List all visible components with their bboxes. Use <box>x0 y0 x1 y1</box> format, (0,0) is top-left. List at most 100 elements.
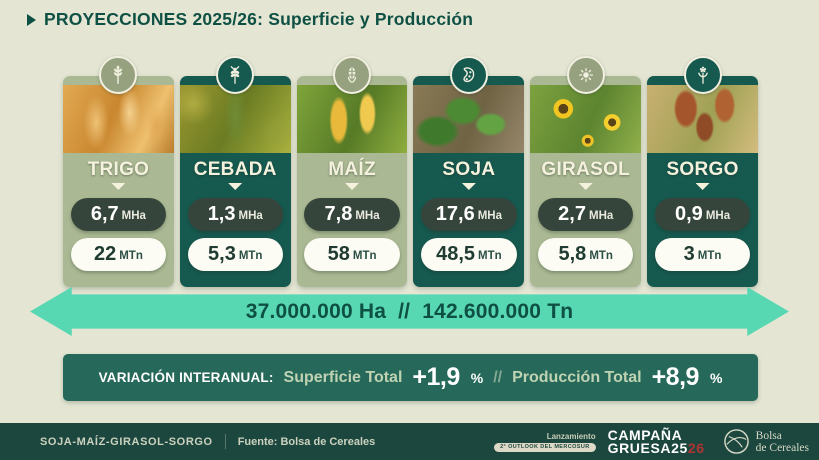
logo-text: Bolsa de Cereales <box>756 430 809 454</box>
chevron-down-icon <box>111 183 126 190</box>
soybean-icon <box>449 56 488 94</box>
maiz-photo <box>296 85 408 153</box>
area-pill: 6,7 MHa <box>70 198 167 231</box>
variation-separator: // <box>493 368 503 386</box>
chevron-down-icon <box>695 183 710 190</box>
campaign-season-main: GRUESA25 <box>607 439 688 456</box>
production-unit: MTn <box>589 250 613 262</box>
area-value: 2,7 <box>558 203 586 225</box>
crop-card-sorgo: SORGO 0,9 MHa 3 MTn <box>647 56 758 287</box>
soja-photo <box>413 85 525 153</box>
crop-card-body: GIRASOL 2,7 MHa 5,8 MTn <box>530 76 642 287</box>
crop-name: SOJA <box>442 159 496 180</box>
production-value: 5,8 <box>558 243 587 265</box>
production-value: 58 <box>327 243 350 265</box>
totals-arrow-banner: 37.000.000 Ha // 142.600.000 Tn <box>30 287 789 336</box>
trigo-photo <box>63 85 174 153</box>
girasol-photo <box>530 85 642 153</box>
footer-left: SOJA-MAÍZ-GIRASOL-SORGO Fuente: Bolsa de… <box>40 434 375 449</box>
crop-name: TRIGO <box>87 159 150 180</box>
footer-source: Fuente: Bolsa de Cereales <box>237 435 376 448</box>
outlook-badge: 2° OUTLOOK DEL MERCOSUR <box>494 442 596 452</box>
variation-label: VARIACIÓN INTERANUAL: <box>98 370 274 385</box>
chevron-down-icon <box>578 183 593 190</box>
production-pill: 5,3 MTn <box>187 238 283 271</box>
production-pill: 5,8 MTn <box>538 238 634 271</box>
area-pill: 1,3 MHa <box>187 198 283 231</box>
crop-card-trigo: TRIGO 6,7 MHa 22 MTn <box>63 56 174 287</box>
production-pill: 22 MTn <box>70 238 167 271</box>
area-value: 17,6 <box>435 203 475 225</box>
footer-bar: SOJA-MAÍZ-GIRASOL-SORGO Fuente: Bolsa de… <box>0 423 819 460</box>
area-pill: 2,7 MHa <box>538 198 634 231</box>
wheat-icon <box>99 56 138 94</box>
campaign-name: CAMPAÑA <box>607 426 683 443</box>
surface-total-label: Superficie Total <box>283 368 403 386</box>
production-value: 48,5 <box>436 243 476 265</box>
area-pill: 0,9 MHa <box>654 198 751 231</box>
crop-name: GIRASOL <box>541 159 631 180</box>
footer-right: Lanzamiento 2° OUTLOOK DEL MERCOSUR CAMP… <box>494 428 809 455</box>
logo-line1: Bolsa <box>755 429 782 442</box>
crop-card-body: MAÍZ 7,8 MHa 58 MTn <box>296 76 408 287</box>
production-unit: MTn <box>697 250 722 262</box>
production-pill: 58 MTn <box>304 238 400 271</box>
production-pill: 3 MTn <box>654 238 751 271</box>
production-value: 5,3 <box>208 243 236 265</box>
crop-card-soja: SOJA 17,6 MHa 48,5 MTn <box>413 56 525 287</box>
variation-bar: VARIACIÓN INTERANUAL: Superficie Total +… <box>63 354 758 401</box>
crop-card-body: SOJA 17,6 MHa 48,5 MTn <box>413 76 525 287</box>
area-unit: MHa <box>121 210 146 222</box>
area-unit: MHa <box>477 210 502 222</box>
area-value: 0,9 <box>675 203 703 225</box>
area-unit: MHa <box>238 210 263 222</box>
area-unit: MHa <box>355 210 380 222</box>
chevron-down-icon <box>345 183 360 190</box>
area-pill: 17,6 MHa <box>421 198 517 231</box>
crop-card-girasol: GIRASOL 2,7 MHa 5,8 MTn <box>530 56 642 287</box>
crop-name: CEBADA <box>193 159 277 180</box>
bolsa-de-cereales-logo: Bolsa de Cereales <box>723 428 809 455</box>
logo-line2: de Cereales <box>755 441 809 454</box>
cebada-photo <box>179 85 291 153</box>
crop-name: SORGO <box>666 159 739 180</box>
production-unit: MTn <box>478 250 502 262</box>
crop-card-body: TRIGO 6,7 MHa 22 MTn <box>63 76 174 287</box>
area-unit: MHa <box>588 210 614 222</box>
production-unit: MTn <box>119 250 143 262</box>
area-unit: MHa <box>705 210 731 222</box>
corn-icon <box>333 56 372 94</box>
production-total-value: +8,9 <box>651 363 700 391</box>
production-unit: MTn <box>352 250 377 262</box>
surface-total-value: +1,9 <box>412 363 460 391</box>
campaign-season: GRUESA2526 <box>607 439 705 456</box>
barley-icon <box>216 56 255 94</box>
campaign-season-year: 26 <box>687 439 705 456</box>
footer-divider <box>224 434 226 449</box>
page-title-row: PROYECCIONES 2025/26: Superficie y Produ… <box>27 9 473 30</box>
chevron-down-icon <box>228 183 243 190</box>
sorghum-icon <box>683 56 722 94</box>
crop-cards-row: TRIGO 6,7 MHa 22 MTn <box>63 56 758 287</box>
bullet-triangle-icon <box>27 13 36 26</box>
crop-card-maiz: MAÍZ 7,8 MHa 58 MTn <box>296 56 408 287</box>
globe-emblem-icon <box>723 429 749 454</box>
production-total-pct: % <box>709 369 723 386</box>
sorgo-photo <box>647 85 758 153</box>
chevron-down-icon <box>461 183 476 190</box>
crop-card-body: CEBADA 1,3 MHa 5,3 MTn <box>179 76 291 287</box>
production-value: 22 <box>93 243 117 265</box>
area-value: 7,8 <box>324 203 353 225</box>
crop-name: MAÍZ <box>328 159 376 180</box>
footer-crops-list: SOJA-MAÍZ-GIRASOL-SORGO <box>40 435 213 448</box>
campaign-block: CAMPAÑA GRUESA2526 <box>607 426 705 456</box>
production-pill: 48,5 MTn <box>421 238 517 271</box>
launch-block: Lanzamiento 2° OUTLOOK DEL MERCOSUR <box>494 432 596 452</box>
production-total-label: Producción Total <box>512 368 642 386</box>
area-value: 6,7 <box>90 203 119 225</box>
production-value: 3 <box>683 243 695 265</box>
total-area: 37.000.000 Ha <box>245 299 387 323</box>
production-unit: MTn <box>238 250 263 262</box>
page-title: PROYECCIONES 2025/26: Superficie y Produ… <box>44 9 474 29</box>
